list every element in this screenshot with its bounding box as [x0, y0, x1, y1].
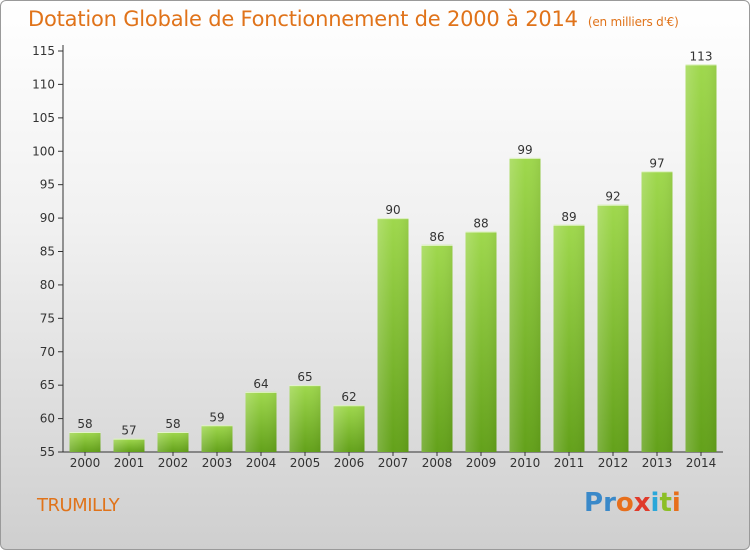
y-tick-label: 90 [40, 211, 55, 225]
y-tick-label: 75 [40, 311, 55, 325]
y-tick-label: 100 [32, 144, 55, 158]
y-tick-label: 55 [40, 445, 55, 459]
x-tick-label: 2005 [290, 456, 321, 470]
bar-shading [465, 231, 497, 452]
bar-value-label: 92 [605, 190, 620, 204]
proxiti-logo: Proxiti [584, 488, 681, 518]
x-tick-label: 2010 [510, 456, 541, 470]
y-tick-label: 70 [40, 345, 55, 359]
commune-name: TRUMILLY [37, 495, 120, 516]
x-tick-label: 2013 [642, 456, 673, 470]
bar-value-label: 59 [209, 410, 224, 424]
y-tick-label: 80 [40, 278, 55, 292]
bar-value-label: 89 [561, 210, 576, 224]
title-text: Dotation Globale de Fonctionnement de 20… [28, 7, 578, 31]
bar-value-label: 62 [341, 390, 356, 404]
x-tick-label: 2008 [422, 456, 453, 470]
bar-value-label: 97 [649, 156, 664, 170]
y-tick-label: 105 [32, 111, 55, 125]
bar-shading [377, 218, 409, 452]
logo-letter: o [615, 488, 634, 518]
bar-shading [113, 438, 145, 452]
bar-shading [333, 405, 365, 452]
logo-letter: x [633, 488, 651, 518]
bar-shading [157, 431, 189, 452]
bar-value-label: 86 [429, 230, 444, 244]
bar-shading [641, 171, 673, 453]
bar-value-label: 99 [517, 143, 532, 157]
bar-shading [245, 391, 277, 452]
x-tick-label: 2011 [554, 456, 585, 470]
bar-value-label: 113 [690, 49, 713, 63]
bar-shading [597, 204, 629, 452]
y-tick-label: 110 [32, 77, 55, 91]
x-tick-label: 2007 [378, 456, 409, 470]
logo-letter: i [671, 488, 681, 518]
chart-title: Dotation Globale de Fonctionnement de 20… [28, 7, 679, 31]
bar-value-label: 64 [253, 377, 268, 391]
x-tick-label: 2004 [246, 456, 277, 470]
bar-shading [553, 224, 585, 452]
x-tick-label: 2006 [334, 456, 365, 470]
bar-value-label: 57 [121, 424, 136, 438]
bar-shading [685, 64, 717, 452]
x-tick-label: 2009 [466, 456, 497, 470]
y-tick-label: 60 [40, 412, 55, 426]
x-tick-label: 2003 [202, 456, 233, 470]
bar-shading [421, 244, 453, 452]
y-tick-label: 85 [40, 245, 55, 259]
x-tick-label: 2000 [70, 456, 101, 470]
bar-shading [69, 431, 101, 452]
logo-letter: i [650, 488, 660, 518]
bar-shading [289, 385, 321, 452]
x-tick-label: 2014 [686, 456, 717, 470]
x-tick-label: 2012 [598, 456, 629, 470]
logo-letter: P [584, 488, 604, 518]
bar-value-label: 65 [297, 370, 312, 384]
bar-value-label: 58 [77, 417, 92, 431]
bar-value-label: 90 [385, 203, 400, 217]
bar-shading [509, 157, 541, 452]
chart-subtitle: (en milliers d'€) [587, 15, 679, 29]
x-tick-label: 2001 [114, 456, 145, 470]
bar-shading [201, 425, 233, 452]
y-tick-label: 65 [40, 378, 55, 392]
y-tick-label: 95 [40, 178, 55, 192]
y-tick-label: 115 [32, 44, 55, 58]
logo-letter: r [603, 488, 616, 518]
x-tick-label: 2002 [158, 456, 189, 470]
logo-letter: t [659, 488, 672, 518]
bar-value-label: 58 [165, 417, 180, 431]
bar-value-label: 88 [473, 216, 488, 230]
